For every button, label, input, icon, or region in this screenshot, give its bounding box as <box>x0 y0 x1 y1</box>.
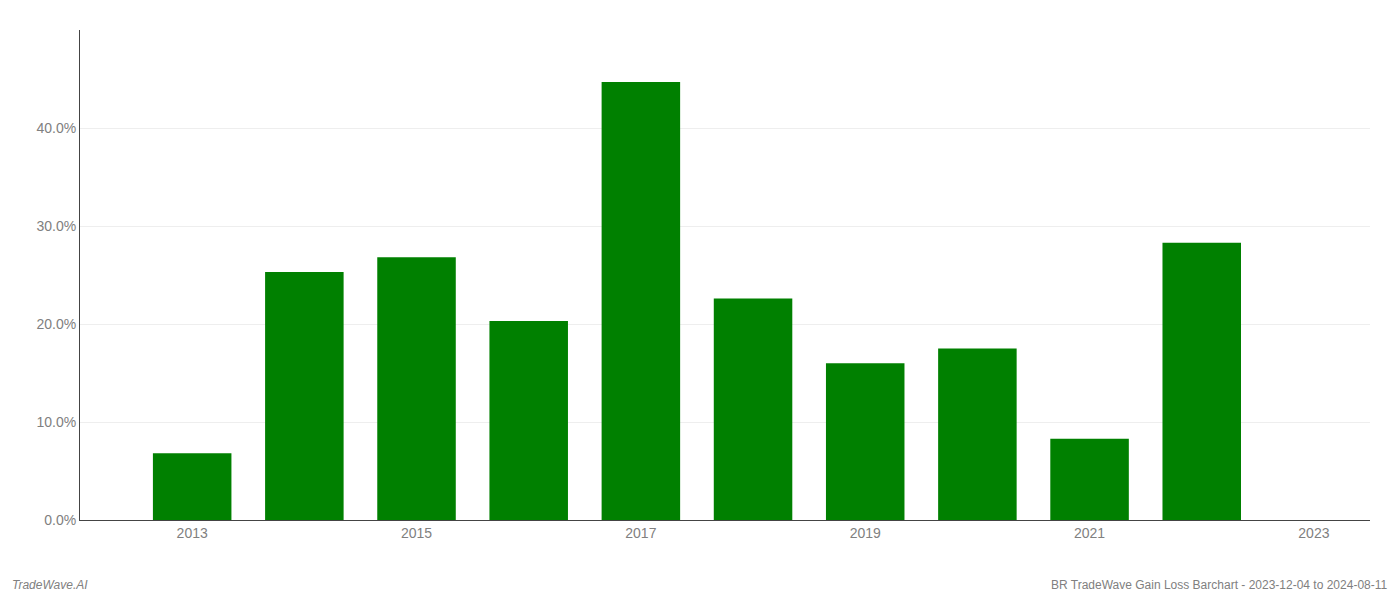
svg-text:2021: 2021 <box>1074 525 1105 541</box>
svg-text:20.0%: 20.0% <box>36 316 76 332</box>
svg-text:TradeWave.AI: TradeWave.AI <box>12 578 88 592</box>
svg-text:40.0%: 40.0% <box>36 120 76 136</box>
svg-text:0.0%: 0.0% <box>44 512 76 528</box>
svg-text:30.0%: 30.0% <box>36 218 76 234</box>
svg-text:2023: 2023 <box>1298 525 1329 541</box>
svg-text:2015: 2015 <box>401 525 432 541</box>
svg-text:2019: 2019 <box>850 525 881 541</box>
svg-text:2013: 2013 <box>177 525 208 541</box>
svg-text:10.0%: 10.0% <box>36 414 76 430</box>
svg-text:BR TradeWave Gain Loss Barchar: BR TradeWave Gain Loss Barchart - 2023-1… <box>1051 578 1388 592</box>
svg-text:2017: 2017 <box>625 525 656 541</box>
